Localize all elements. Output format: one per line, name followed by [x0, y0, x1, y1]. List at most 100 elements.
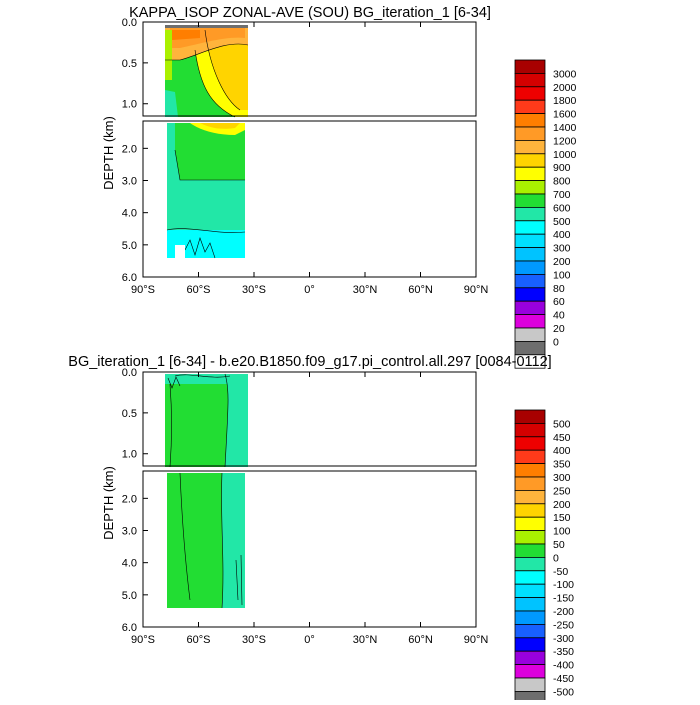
bottom-y-tick-label: 5.0 [122, 590, 137, 602]
top-colorbar-swatch [514, 126, 546, 141]
bottom-y-tick-label: 4.0 [122, 558, 137, 570]
top-colorbar-label: 300 [553, 243, 571, 255]
top-x-tick-label: 30°N [353, 284, 378, 296]
bottom-y-axis-label: DEPTH (km) [101, 466, 116, 540]
top-y-tick-label: 0.0 [122, 17, 137, 29]
bottom-colorbar-label: 150 [553, 512, 571, 524]
top-x-tick-label: 0° [304, 284, 315, 296]
bottom-colorbar-label: 50 [553, 539, 565, 551]
top-colorbar-label: 1000 [553, 149, 577, 161]
bottom-x-tick-label: 90°S [131, 634, 155, 646]
bottom-colorbar-swatch [514, 409, 546, 424]
bottom-colorbar-swatch [514, 543, 546, 558]
top-colorbar: 3000200018001600140012001000900800700600… [514, 59, 577, 369]
top-y-tick-label: 5.0 [122, 240, 137, 252]
top-colorbar-label: 600 [553, 202, 571, 214]
bottom-x-tick-label: 30°S [242, 634, 266, 646]
top-colorbar-swatch [514, 327, 546, 342]
top-colorbar-swatch [514, 86, 546, 101]
bottom-colorbar-swatch [514, 436, 546, 451]
bottom-colorbar-label: -150 [553, 593, 574, 605]
top-lower-field [166, 123, 246, 259]
bottom-colorbar-label: -300 [553, 633, 574, 645]
top-colorbar-swatch [514, 73, 546, 88]
bottom-colorbar-label: 450 [553, 432, 571, 444]
top-x-tick-label: 90°N [464, 284, 489, 296]
bottom-colorbar-label: 0 [553, 552, 559, 564]
top-colorbar-label: 200 [553, 256, 571, 268]
bottom-colorbar-swatch [514, 597, 546, 612]
top-colorbar-label: 1800 [553, 95, 577, 107]
bottom-x-tick-label: 60°S [187, 634, 211, 646]
bottom-y-tick-label: 1.0 [122, 449, 137, 461]
top-x-tick-label: 60°S [187, 284, 211, 296]
bottom-colorbar: 500450400350300250200150100500-50-100-15… [514, 409, 574, 705]
top-colorbar-label: 1600 [553, 109, 577, 121]
top-y-tick-label: 2.0 [122, 143, 137, 155]
bottom-colorbar-swatch [514, 489, 546, 505]
bottom-colorbar-swatch [514, 624, 546, 639]
top-colorbar-label: 700 [553, 189, 571, 201]
top-panel: KAPPA_ISOP ZONAL-AVE (SOU) BG_iteration_… [101, 5, 577, 369]
bottom-colorbar-label: 100 [553, 526, 571, 538]
top-colorbar-label: 60 [553, 296, 565, 308]
bottom-x-tick-label: 60°N [408, 634, 433, 646]
top-colorbar-swatch [514, 166, 546, 181]
bottom-colorbar-label: 350 [553, 459, 571, 471]
top-colorbar-label: 1200 [553, 135, 577, 147]
top-colorbar-swatch [514, 247, 546, 262]
bottom-y-tick-label: 6.0 [122, 622, 137, 634]
top-colorbar-label: 40 [553, 310, 565, 322]
bottom-colorbar-label: 500 [553, 418, 571, 430]
top-axis-ticks: 90°S 60°S 30°S 0° 30°N 60°N 90°N 0.0 0.5 1.0 2.0 3.… [122, 17, 489, 296]
bottom-axis-ticks: 90°S 60°S 30°S 0° 30°N 60°N 90°N 0.0 0.5 1.0 2.0 3.… [122, 367, 489, 646]
bottom-colorbar-label: -50 [553, 566, 568, 578]
top-colorbar-label: 400 [553, 229, 571, 241]
top-colorbar-label: 500 [553, 216, 571, 228]
bottom-colorbar-label: -250 [553, 619, 574, 631]
bottom-lower-field [167, 472, 245, 609]
bottom-colorbar-swatch [514, 449, 546, 465]
top-colorbar-swatch [514, 340, 546, 356]
bottom-colorbar-swatch [514, 677, 546, 692]
bottom-colorbar-label: -400 [553, 660, 574, 672]
bottom-x-tick-label: 30°N [353, 634, 378, 646]
top-x-tick-label: 60°N [408, 284, 433, 296]
bottom-colorbar-swatch [514, 650, 546, 666]
bottom-colorbar-swatch [514, 610, 546, 625]
bottom-colorbar-swatch [514, 476, 546, 491]
bottom-colorbar-label: -500 [553, 686, 574, 698]
bottom-y-tick-label: 0.0 [122, 367, 137, 379]
top-colorbar-swatch [514, 193, 546, 208]
top-colorbar-swatch [514, 180, 546, 195]
top-colorbar-label: 900 [553, 162, 571, 174]
bottom-colorbar-swatch [514, 463, 546, 478]
top-colorbar-label: 1400 [553, 122, 577, 134]
bottom-colorbar-label: -350 [553, 646, 574, 658]
top-y-tick-label: 3.0 [122, 176, 137, 188]
bottom-colorbar-swatch [514, 557, 546, 572]
top-y-tick-label: 1.0 [122, 99, 137, 111]
top-colorbar-swatch [514, 273, 546, 289]
bottom-x-tick-label: 0° [304, 634, 315, 646]
top-y-axis-label: DEPTH (km) [101, 116, 116, 190]
top-colorbar-swatch [514, 99, 546, 114]
bottom-colorbar-swatch [514, 422, 546, 438]
bottom-colorbar-swatch [514, 664, 546, 679]
bottom-colorbar-label: 300 [553, 472, 571, 484]
top-x-tick-label: 90°S [131, 284, 155, 296]
bottom-colorbar-swatch [514, 516, 546, 532]
bottom-colorbar-swatch [514, 503, 546, 518]
top-colorbar-label: 3000 [553, 68, 577, 80]
top-colorbar-swatch [514, 260, 546, 275]
top-colorbar-swatch [514, 59, 546, 74]
top-colorbar-label: 100 [553, 269, 571, 281]
top-y-tick-label: 4.0 [122, 208, 137, 220]
top-colorbar-swatch [514, 113, 546, 128]
top-colorbar-swatch [514, 300, 546, 316]
bottom-y-tick-label: 2.0 [122, 493, 137, 505]
bottom-chart-title: BG_iteration_1 [6-34] - b.e20.B1850.f09_… [68, 354, 551, 370]
bottom-colorbar-label: 200 [553, 499, 571, 511]
top-colorbar-label: 0 [553, 336, 559, 348]
